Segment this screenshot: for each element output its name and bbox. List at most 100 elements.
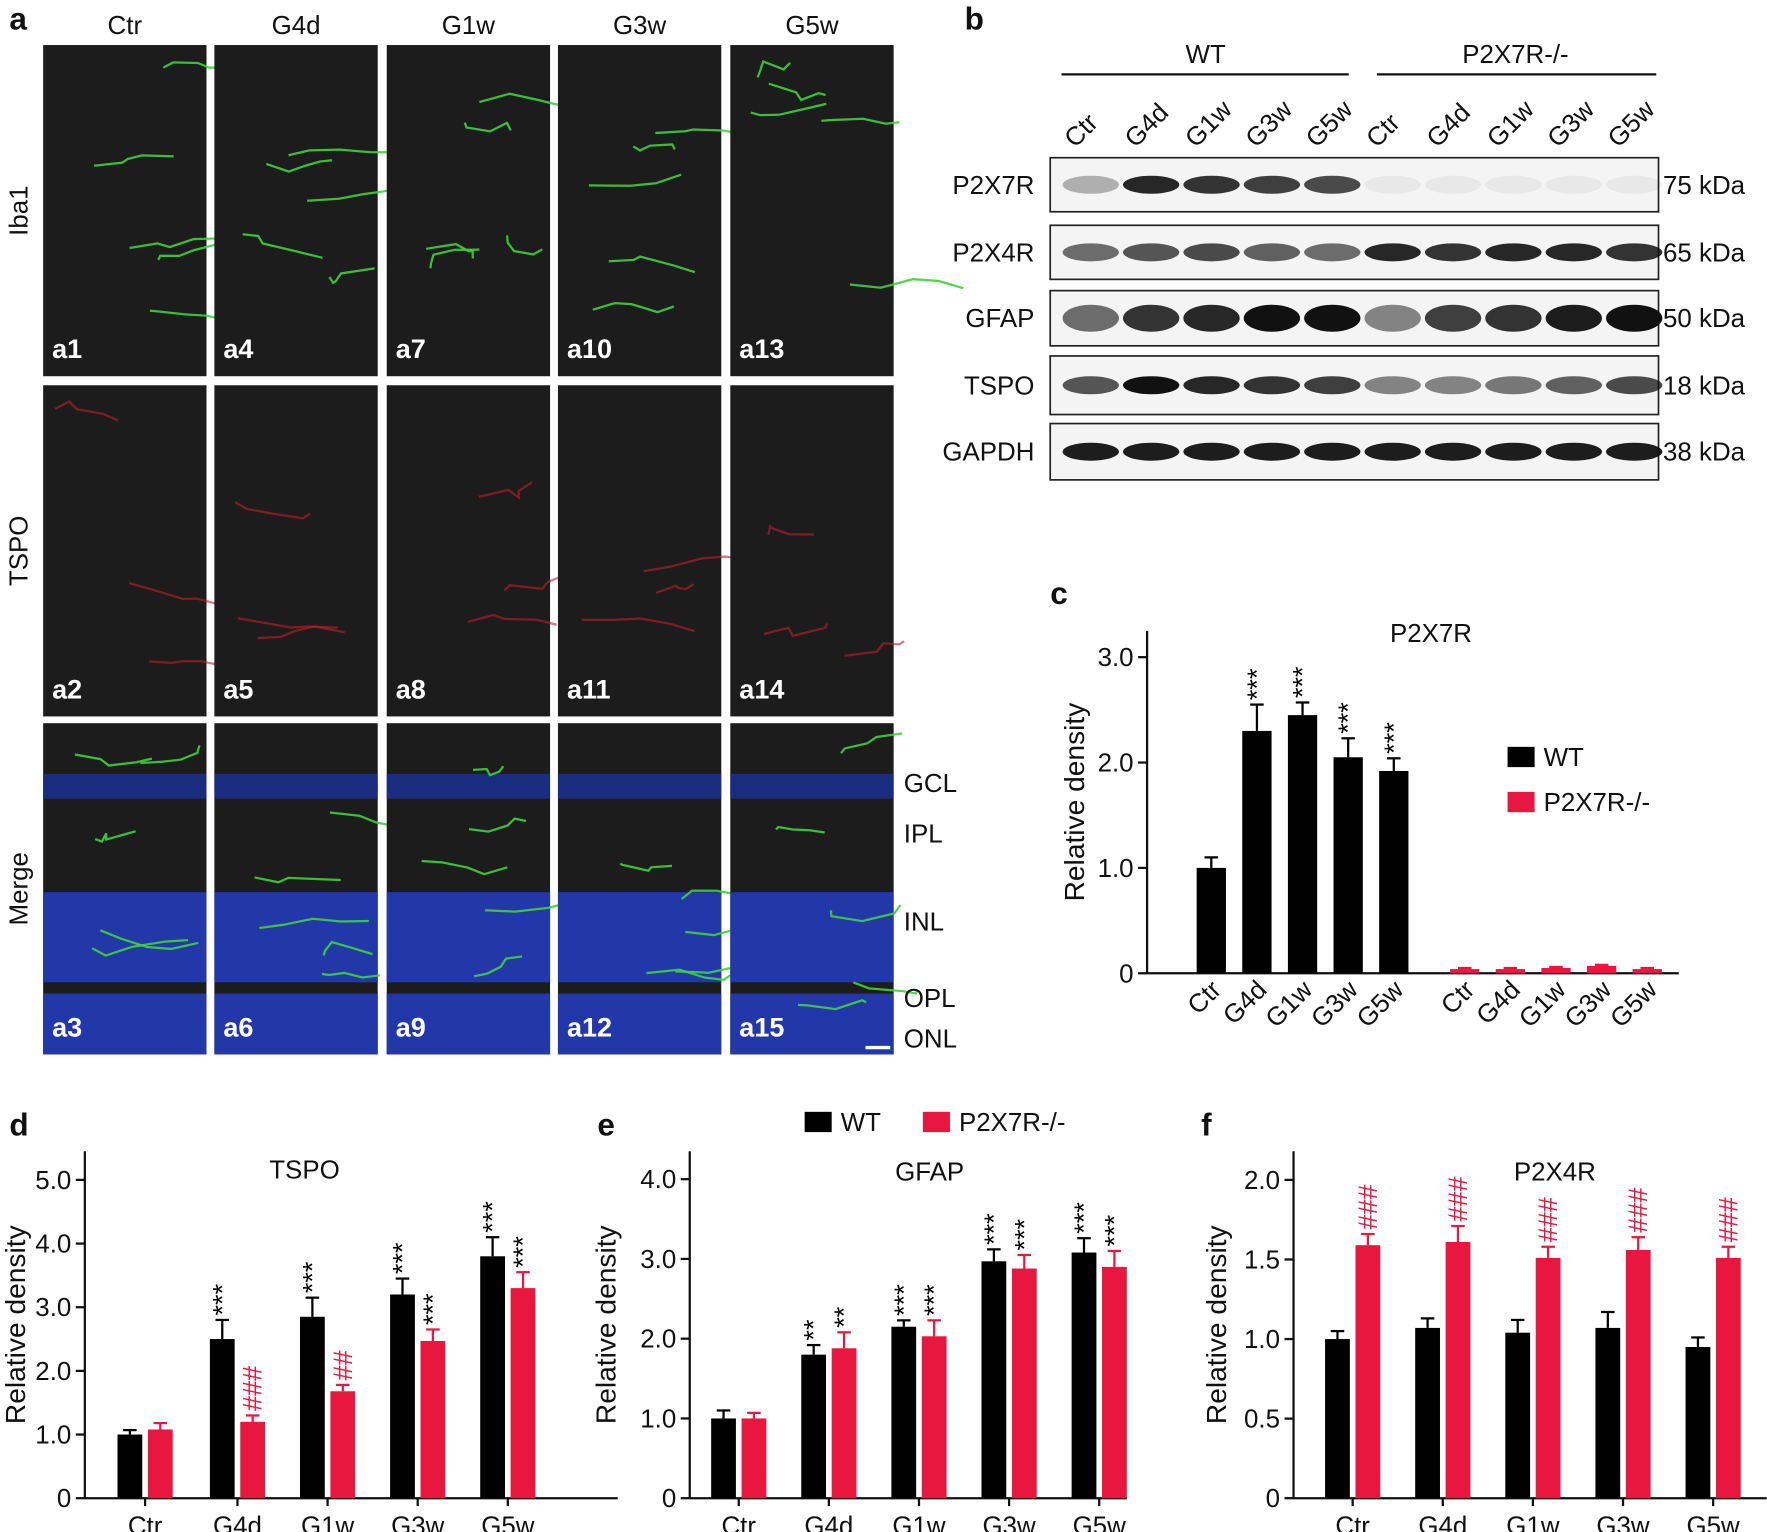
blot-band — [1545, 243, 1602, 262]
lane-label: Ctr — [1059, 108, 1103, 152]
cell-id: a1 — [52, 334, 82, 364]
size-label: 38 kDa — [1663, 439, 1746, 467]
x-tick-label: G4d — [1218, 976, 1272, 1030]
protein-label: GAPDH — [942, 439, 1034, 467]
significance: *** — [1009, 1218, 1039, 1250]
cell-process — [581, 617, 695, 633]
significance: *** — [1069, 1202, 1099, 1234]
cell-process — [775, 825, 825, 834]
image-bg — [386, 385, 551, 717]
micrograph — [214, 385, 378, 717]
cell-id: a14 — [739, 674, 784, 704]
blot-band — [1243, 304, 1301, 332]
significance: ### — [1623, 1188, 1653, 1233]
significance: ### — [1443, 1176, 1473, 1221]
blot-band — [1364, 304, 1421, 332]
error-bar — [1631, 1236, 1645, 1250]
y-tick-label: 4.0 — [35, 1231, 71, 1259]
cell-process — [259, 917, 369, 930]
nuclei-band — [214, 892, 378, 983]
layer-label: ONL — [904, 1026, 957, 1054]
blot-band — [1606, 304, 1663, 332]
blot-band — [1183, 376, 1240, 395]
y-tick-label: 2.0 — [35, 1358, 71, 1386]
micrograph — [214, 45, 394, 377]
bar — [741, 1418, 767, 1499]
bar — [240, 1421, 266, 1499]
blot-band — [1304, 243, 1361, 262]
blot-band — [1424, 376, 1482, 395]
image-bg — [730, 385, 894, 717]
error-bar — [426, 1328, 440, 1341]
significance: *** — [1242, 668, 1272, 700]
y-tick-label: 1.0 — [1098, 855, 1134, 883]
significance: ### — [1533, 1197, 1563, 1242]
chart-title: P2X7R — [1390, 620, 1472, 648]
cell-process — [592, 301, 675, 314]
row-label: Iba1 — [5, 185, 33, 235]
error-bar — [1510, 1318, 1525, 1333]
x-tick-label: G3w — [982, 1512, 1036, 1532]
bar — [330, 1391, 356, 1499]
cell-process — [655, 583, 695, 595]
blot-band — [1243, 175, 1301, 194]
micrograph — [557, 45, 736, 377]
cell-process — [54, 400, 119, 422]
cell-id: a6 — [223, 1012, 253, 1042]
significance: *** — [979, 1213, 1009, 1245]
layer-label: INL — [904, 908, 944, 936]
blot-band — [1183, 243, 1240, 262]
error-bar — [1721, 1245, 1736, 1258]
cell-process — [99, 929, 199, 951]
cell-process — [257, 625, 345, 640]
cell-process — [829, 904, 902, 923]
blot-band — [1424, 175, 1482, 194]
cell-process — [767, 524, 814, 536]
significance: ### — [238, 1366, 268, 1411]
blot-band — [1304, 175, 1361, 194]
bar — [1287, 715, 1318, 974]
bar — [1450, 969, 1480, 974]
bar — [117, 1434, 143, 1499]
error-bar — [806, 1343, 821, 1355]
error-bar — [837, 1331, 851, 1349]
error-bar — [1691, 1336, 1705, 1348]
panel-label: c — [1050, 575, 1068, 611]
cell-process — [93, 154, 174, 167]
cell-process — [140, 745, 201, 765]
blot-band — [1424, 304, 1482, 332]
blot-band — [1606, 243, 1663, 262]
blot-band — [1122, 442, 1180, 461]
error-bar — [1204, 856, 1219, 868]
error-bar — [1594, 963, 1609, 966]
micrograph — [730, 385, 905, 717]
significance: *** — [1288, 666, 1318, 698]
bar — [1715, 1257, 1741, 1499]
cell-process — [265, 159, 333, 173]
blot-band — [1183, 175, 1240, 194]
nuclei-band — [214, 773, 378, 799]
error-bar — [897, 1319, 911, 1327]
significance: *** — [207, 1283, 237, 1315]
error-bar — [1420, 1317, 1435, 1328]
error-bar — [1387, 757, 1401, 771]
cell-id: a11 — [567, 674, 611, 704]
error-bar — [1458, 966, 1472, 970]
image-bg — [730, 45, 894, 377]
group-label: P2X7R-/- — [1462, 41, 1568, 69]
cell-process — [242, 233, 323, 259]
blot-band — [1304, 376, 1361, 395]
x-tick-label: G4d — [804, 1512, 853, 1532]
nuclei-band — [730, 993, 894, 1055]
error-bar — [1341, 737, 1355, 758]
y-axis-label: Relative density — [1059, 702, 1090, 902]
cell-process — [840, 732, 903, 754]
x-tick-label: G5w — [1605, 976, 1663, 1034]
x-tick-label: G3w — [1596, 1512, 1650, 1532]
blot-band — [1364, 442, 1421, 461]
bar — [1586, 965, 1617, 974]
x-tick-label: G3w — [1560, 976, 1618, 1034]
error-bar — [123, 1428, 137, 1435]
significance: *** — [1333, 702, 1363, 734]
